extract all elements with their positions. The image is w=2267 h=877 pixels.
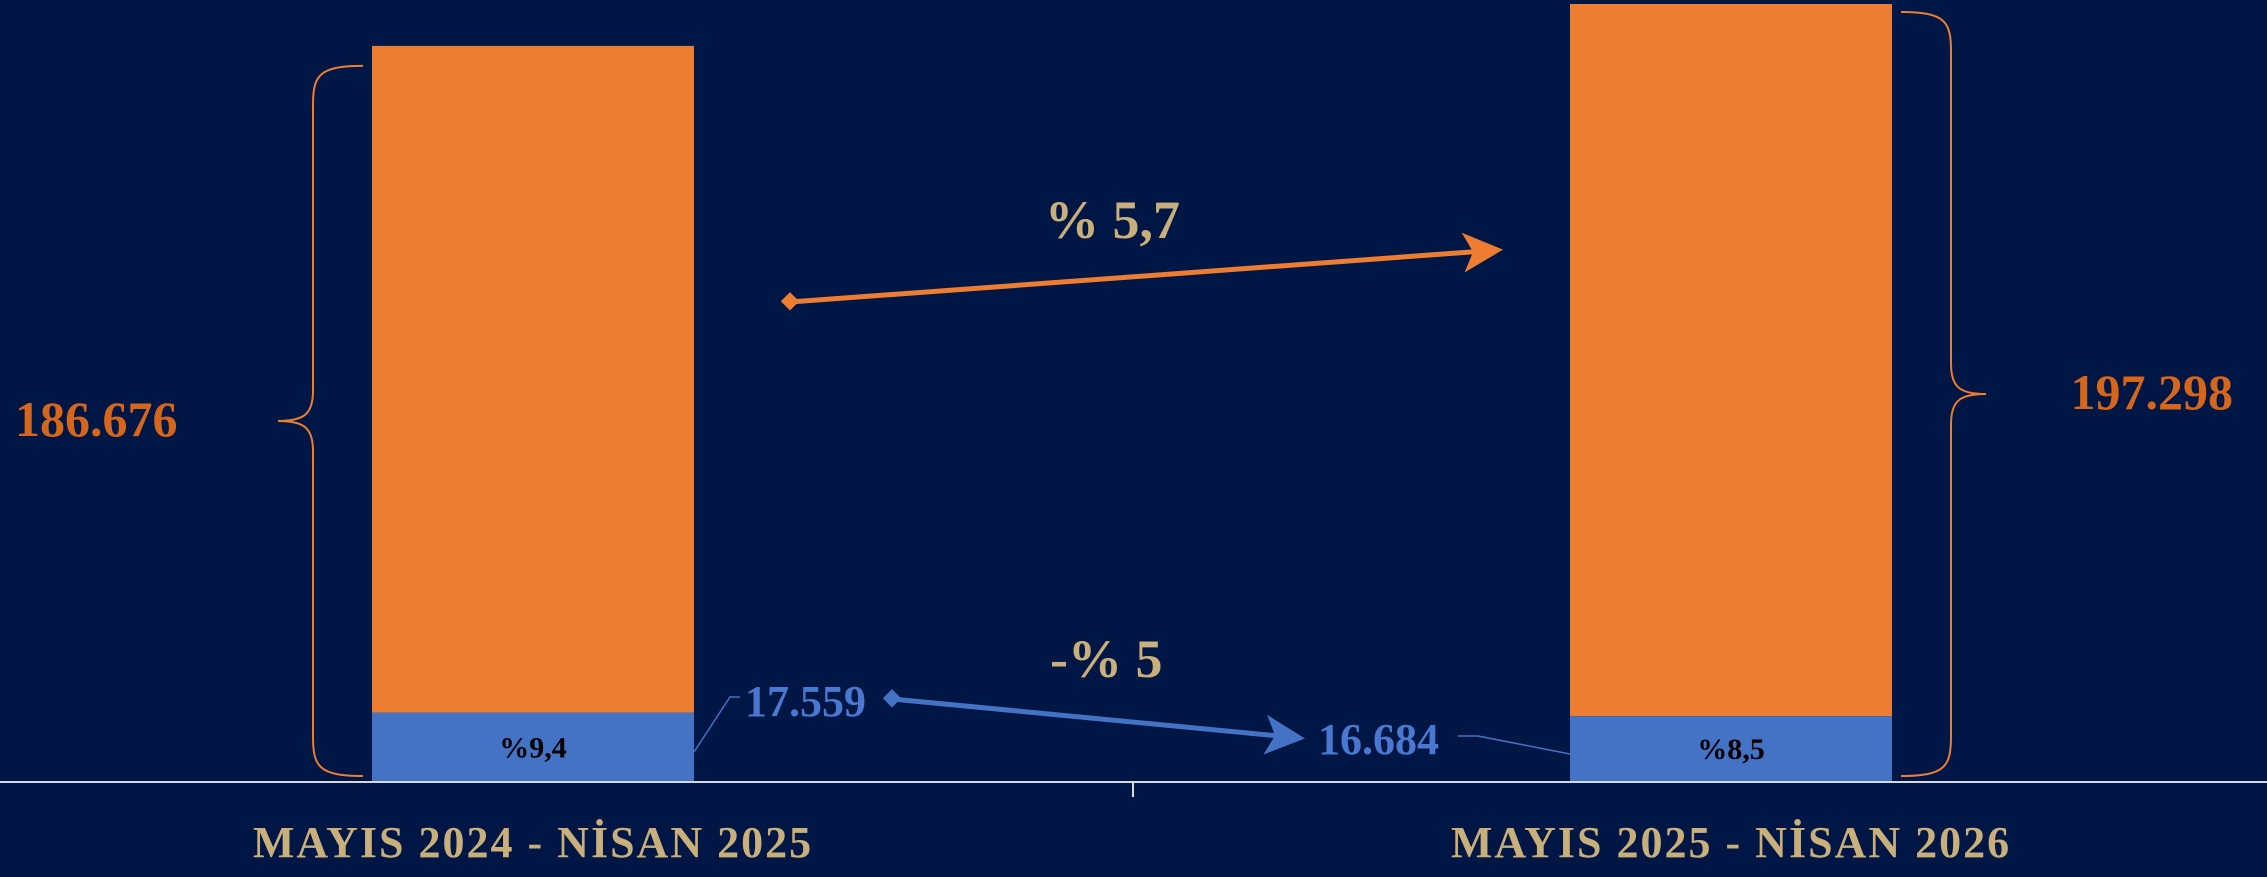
brace-left — [277, 64, 364, 777]
subset-leader-line-1 — [693, 696, 740, 753]
share-label-1: %9,4 — [499, 731, 567, 764]
subset-change-arrow-start — [882, 689, 902, 708]
share-label-2: %8,5 — [1697, 733, 1765, 766]
total-change-arrow-start — [780, 292, 800, 311]
subset-leader-line-2 — [1458, 735, 1571, 755]
subset-value-label-1: 17.559 — [745, 677, 866, 726]
bar-subset-2 — [1570, 716, 1892, 782]
category-label-1: MAYIS 2024 - NİSAN 2025 — [253, 818, 813, 867]
bar-total-1 — [372, 45, 694, 713]
total-change-label: % 5,7 — [1045, 190, 1180, 250]
brace-right — [1900, 11, 1987, 777]
subset-change-arrow — [891, 696, 1305, 755]
bar-subset-1 — [372, 712, 694, 782]
total-label-1: 186.676 — [15, 391, 178, 447]
bar-total-2 — [1570, 4, 1892, 717]
category-label-2: MAYIS 2025 - NİSAN 2026 — [1451, 818, 2011, 867]
total-label-2: 197.298 — [2071, 364, 2234, 420]
total-change-arrow — [789, 232, 1503, 305]
subset-value-label-2: 16.684 — [1318, 715, 1439, 764]
subset-change-label: -% 5 — [1050, 629, 1162, 689]
